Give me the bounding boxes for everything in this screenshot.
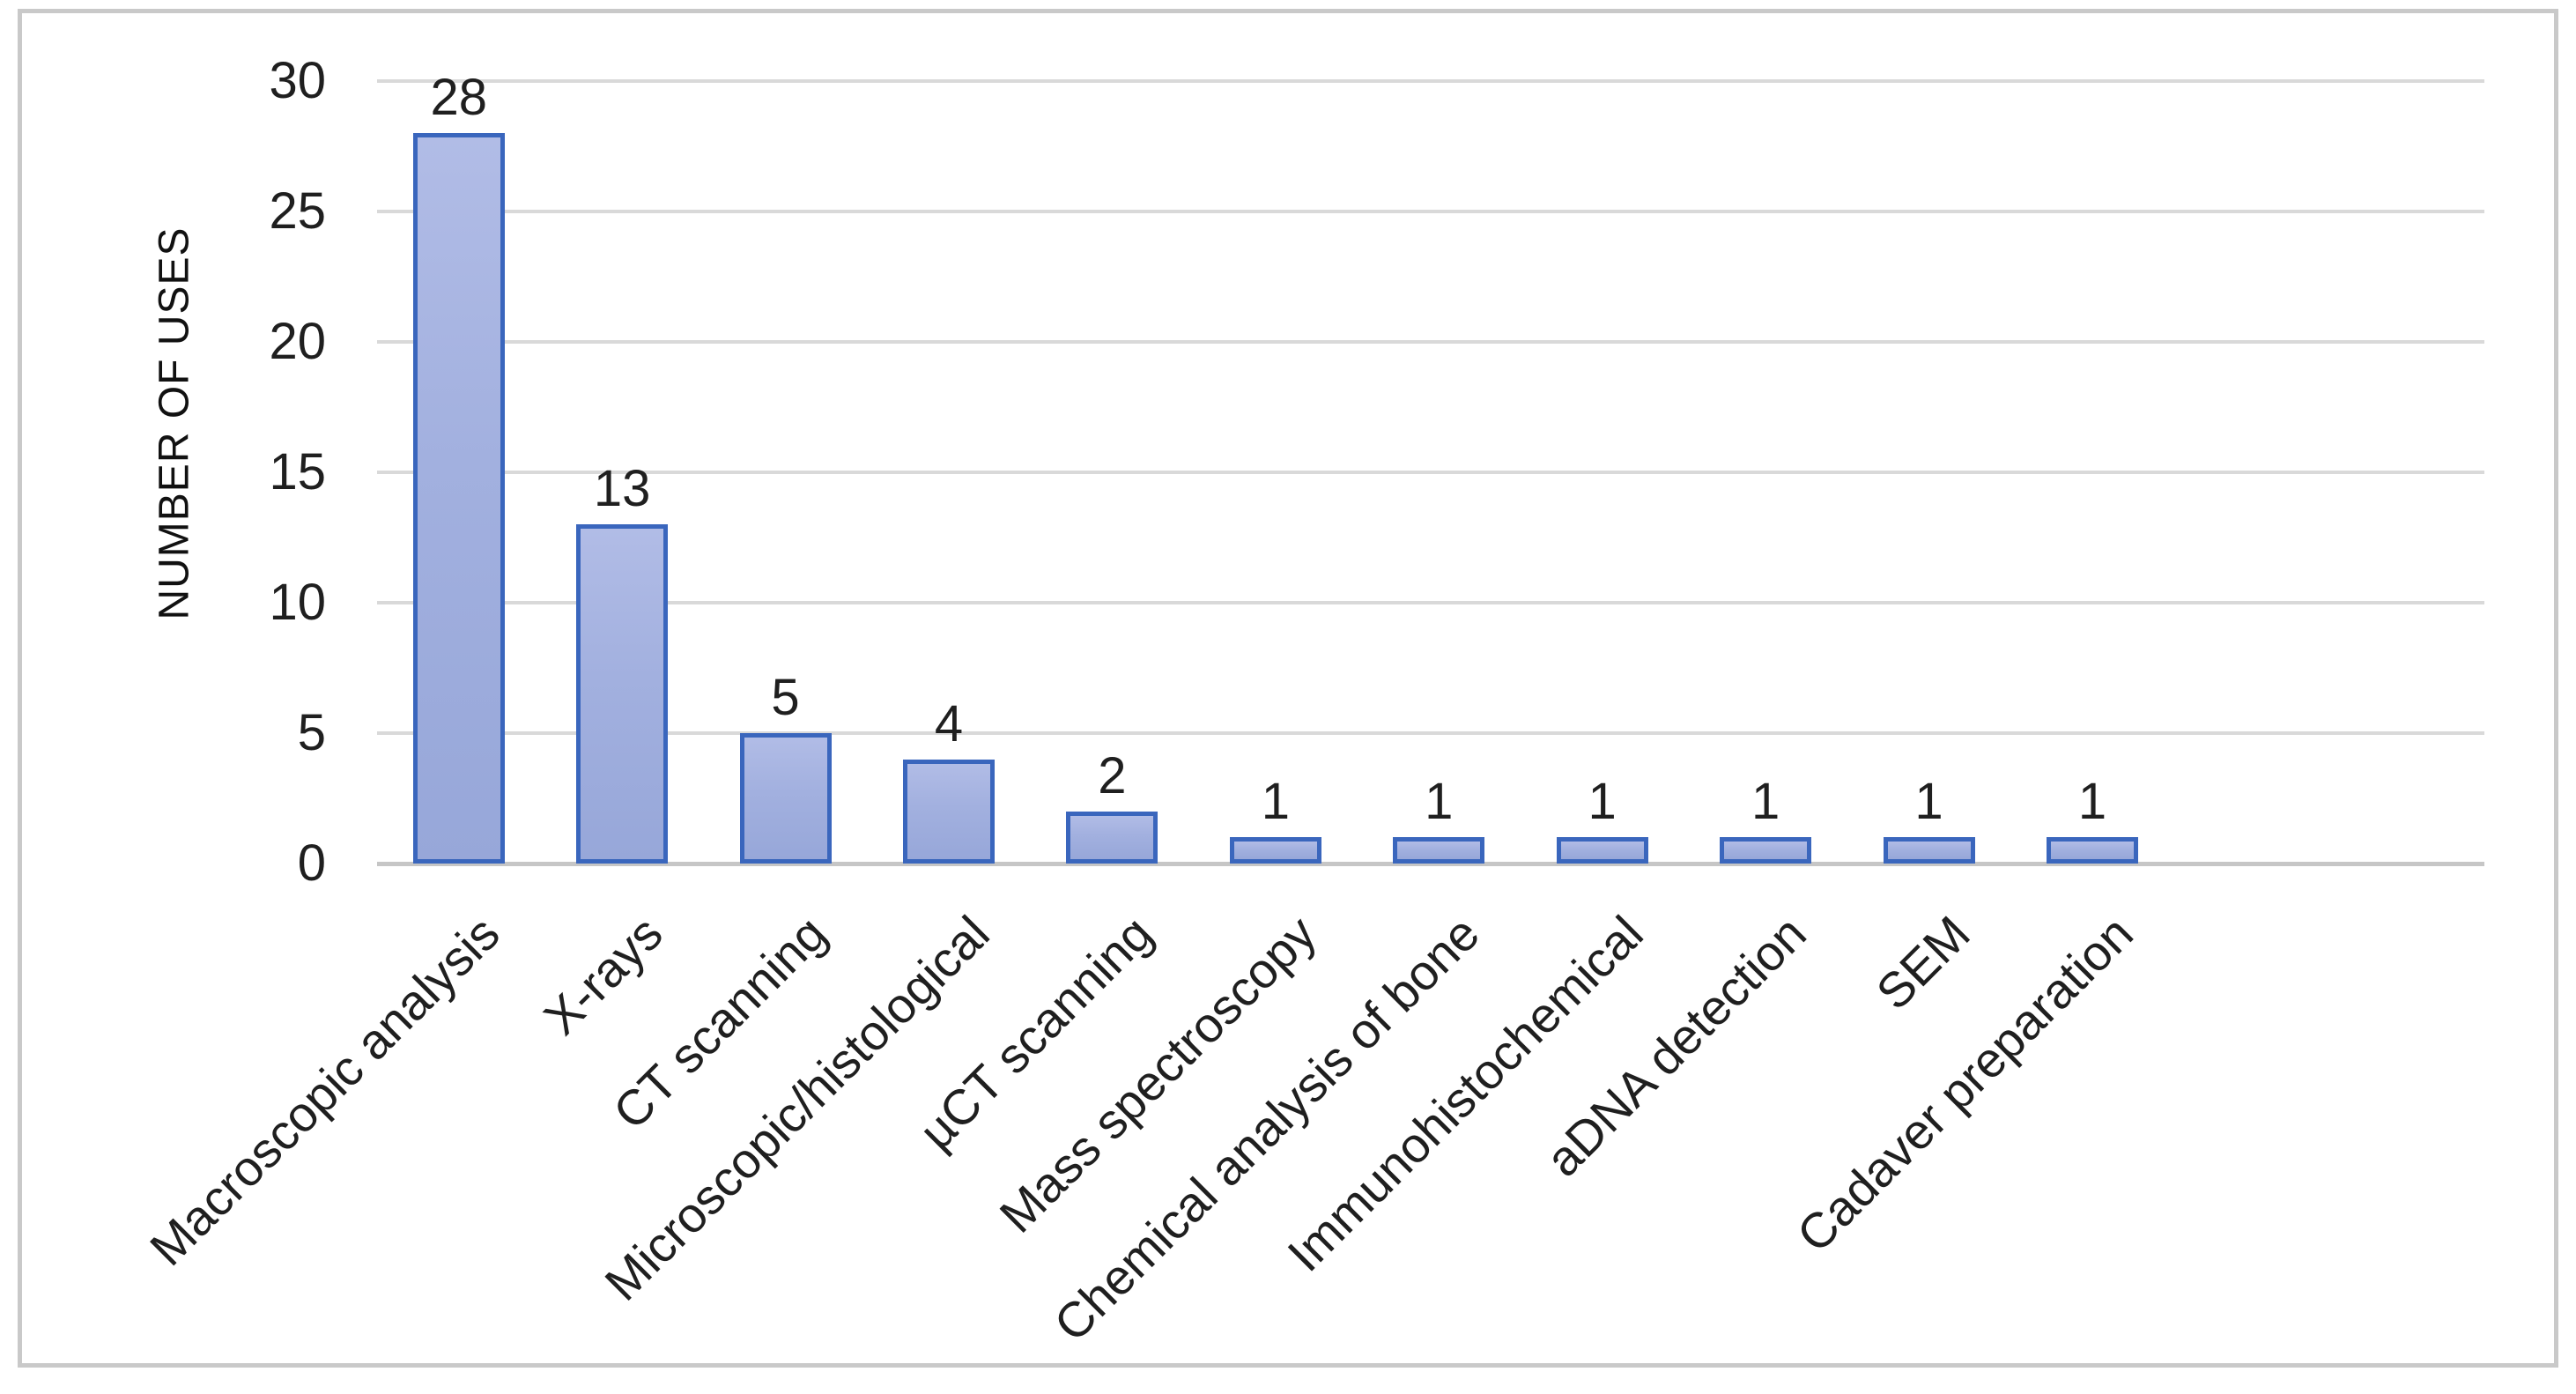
gridline: [377, 471, 2484, 474]
bar-value-label: 1: [1425, 773, 1454, 831]
bar: [739, 733, 832, 864]
bar: [1229, 837, 1321, 864]
y-tick-label: 10: [269, 574, 326, 631]
gridline: [377, 601, 2484, 604]
y-tick-label: 30: [269, 52, 326, 109]
bar: [1556, 837, 1648, 864]
bar-value-label: 1: [1588, 773, 1617, 831]
bar-value-label: 1: [2077, 773, 2107, 831]
bar: [412, 133, 505, 864]
bar: [576, 524, 669, 864]
gridline: [377, 79, 2484, 83]
y-tick-label: 20: [269, 313, 326, 370]
bar-value-label: 5: [771, 669, 800, 726]
bar-value-label: 1: [1914, 773, 1943, 831]
bar: [2046, 837, 2138, 864]
bar: [1883, 837, 1975, 864]
bar-value-label: 1: [1261, 773, 1290, 831]
bar-value-label: 1: [1751, 773, 1780, 831]
bar: [1393, 837, 1485, 864]
plot-area: 28 13 5 4 2 1 1 1 1 1 1: [377, 70, 2484, 866]
gridline: [377, 731, 2484, 735]
y-tick-label: 5: [297, 704, 326, 761]
gridline: [377, 210, 2484, 213]
y-tick-label: 0: [297, 834, 326, 892]
bar-value-label: 2: [1098, 746, 1127, 805]
bar: [1720, 837, 1812, 864]
bar-value-label: 28: [430, 69, 487, 127]
y-tick-label: 25: [269, 182, 326, 240]
y-tick-label: 15: [269, 443, 326, 501]
x-axis-line: [377, 862, 2484, 866]
bar-value-label: 13: [593, 460, 651, 518]
gridline: [377, 340, 2484, 344]
bar: [1066, 811, 1158, 864]
bar: [902, 759, 995, 864]
bar-value-label: 4: [934, 694, 964, 753]
